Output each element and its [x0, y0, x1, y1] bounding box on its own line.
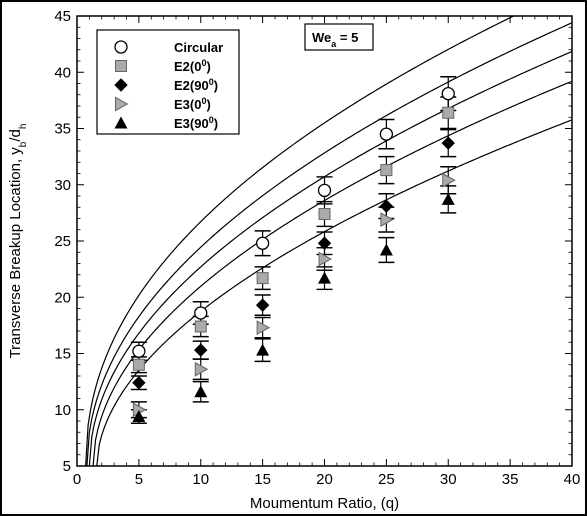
y-tick-label: 20	[54, 289, 71, 306]
data-point	[256, 343, 270, 356]
data-point	[194, 320, 207, 333]
x-tick-label: 30	[440, 471, 457, 488]
y-tick-label: 15	[54, 346, 71, 363]
legend-entry: E3(00)	[174, 96, 211, 112]
legend-entry-name: E3(90	[174, 116, 209, 131]
legend-entry-close: )	[206, 97, 210, 112]
y-axis-title-sub-h: h	[18, 124, 29, 130]
legend-entry-name: Circular	[174, 40, 223, 55]
x-tick-label: 40	[564, 471, 581, 488]
data-point	[194, 385, 208, 398]
data-point	[442, 106, 455, 119]
data-point	[255, 298, 270, 312]
legend-marker	[114, 40, 128, 54]
we-annotation-box	[304, 23, 374, 51]
x-tick-label: 20	[316, 471, 333, 488]
y-tick-label: 30	[54, 177, 71, 194]
legend-entry-name: E2(90	[174, 78, 209, 93]
data-point	[255, 236, 270, 250]
data-point	[132, 344, 146, 358]
x-tick-label: 10	[192, 471, 209, 488]
data-point	[379, 199, 394, 213]
y-tick-label: 45	[54, 8, 71, 25]
legend-entry: Circular	[174, 40, 223, 55]
we-value: = 5	[336, 30, 358, 45]
legend-entry-close: )	[214, 116, 218, 131]
y-tick-label: 25	[54, 233, 71, 250]
legend-entry-degree: 0	[201, 58, 206, 68]
legend-entry: E2(00)	[174, 58, 211, 74]
data-point	[318, 208, 331, 220]
fit-curve-series-3	[92, 80, 572, 466]
legend-marker	[115, 96, 129, 112]
x-tick-label: 25	[378, 471, 395, 488]
data-point	[194, 343, 208, 357]
data-point	[132, 358, 145, 371]
legend-entry-degree: 0	[209, 115, 214, 125]
we-subscript: a	[331, 39, 337, 49]
legend-entry-degree: 0	[201, 96, 206, 106]
data-point	[317, 236, 332, 250]
data-point	[380, 212, 394, 227]
we-annotation-text: Wea = 5	[312, 30, 358, 49]
plot-area	[76, 15, 573, 467]
x-tick-label: 35	[502, 471, 519, 488]
data-point	[194, 361, 209, 377]
data-point	[441, 192, 455, 205]
y-tick-label: 35	[54, 121, 71, 138]
fit-curve-series-1	[86, 22, 572, 466]
y-axis-title-sub-b: b	[18, 141, 29, 147]
we-label: We	[312, 30, 331, 45]
fit-curve-series-4	[96, 119, 572, 466]
y-axis-title: Transverse Breakup Location, yb/dh	[7, 124, 29, 359]
legend-entry: E2(900)	[174, 77, 218, 93]
data-point	[441, 86, 455, 101]
data-point	[132, 410, 146, 422]
data-point	[379, 243, 393, 256]
data-point	[317, 183, 332, 198]
y-axis-title-main: Transverse Breakup Location, y	[7, 147, 24, 359]
data-point	[256, 320, 271, 335]
data-point	[318, 271, 331, 284]
legend-entry-degree: 0	[209, 77, 214, 87]
y-tick-label: 10	[54, 402, 71, 419]
data-point	[256, 272, 269, 285]
legend-entry-name: E3(0	[174, 97, 201, 112]
we-annotation: Wea = 5	[304, 23, 374, 51]
fit-curve-series-2	[88, 50, 572, 466]
y-tick-label: 5	[63, 458, 71, 475]
x-axis-title: Moumentum Ratio, (q)	[250, 495, 399, 512]
fit-curve-series-0	[85, 16, 515, 466]
data-point	[380, 164, 393, 177]
data-point	[132, 376, 146, 390]
legend-marker	[115, 60, 127, 72]
x-tick-label: 5	[135, 471, 143, 488]
legend-marker	[114, 78, 128, 92]
x-tick-label: 15	[254, 471, 271, 488]
legend-entry: E3(900)	[174, 115, 218, 131]
x-tick-label: 0	[73, 471, 81, 488]
y-axis-title-mid: /d	[7, 129, 24, 142]
data-point	[194, 306, 208, 320]
legend-marker	[114, 116, 128, 129]
data-point	[318, 251, 333, 267]
legend-entry-name: E2(0	[174, 59, 201, 74]
data-points	[132, 86, 456, 422]
fit-curves	[85, 16, 572, 466]
data-point	[442, 172, 456, 188]
y-tick-label: 40	[54, 64, 71, 81]
legend-entry-close: )	[206, 59, 210, 74]
data-point	[379, 127, 394, 141]
legend-entry-close: )	[214, 78, 218, 93]
data-point	[441, 136, 455, 150]
